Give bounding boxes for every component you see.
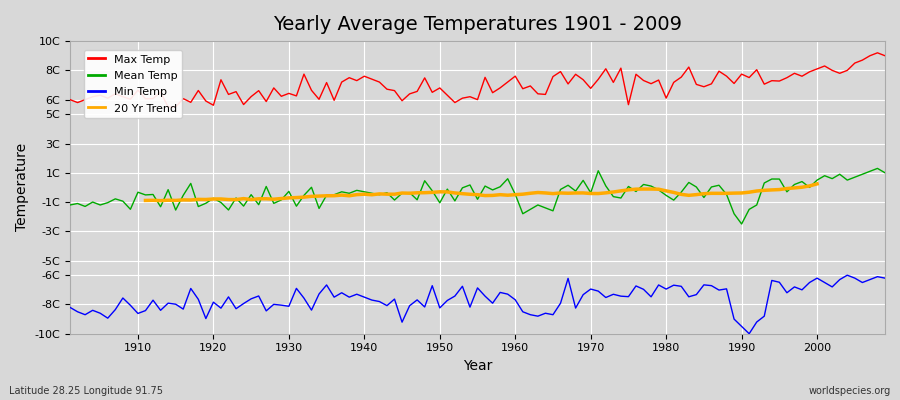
Text: Latitude 28.25 Longitude 91.75: Latitude 28.25 Longitude 91.75 xyxy=(9,386,163,396)
Title: Yearly Average Temperatures 1901 - 2009: Yearly Average Temperatures 1901 - 2009 xyxy=(273,15,682,34)
Y-axis label: Temperature: Temperature xyxy=(15,143,29,232)
Text: worldspecies.org: worldspecies.org xyxy=(809,386,891,396)
Legend: Max Temp, Mean Temp, Min Temp, 20 Yr Trend: Max Temp, Mean Temp, Min Temp, 20 Yr Tre… xyxy=(84,50,182,118)
X-axis label: Year: Year xyxy=(463,359,492,373)
